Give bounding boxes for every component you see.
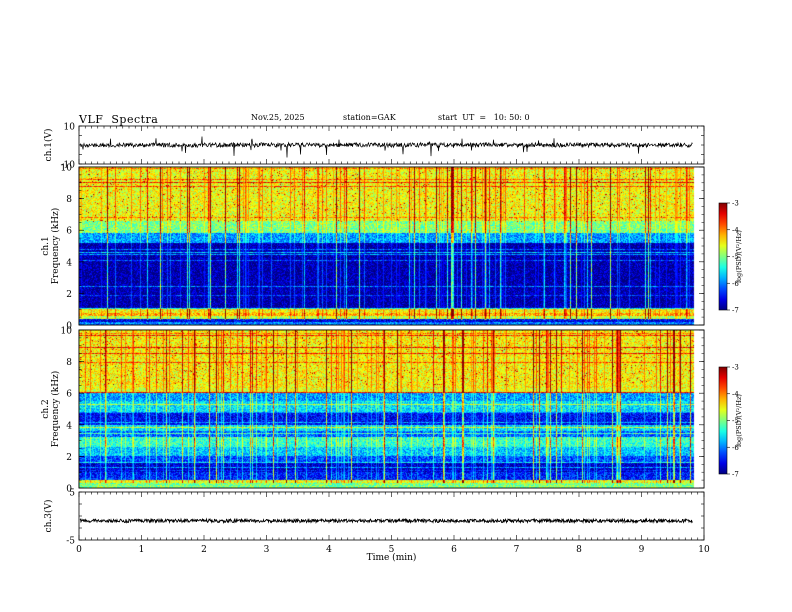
x-tick-label: 3 (264, 545, 270, 555)
x-tick-label: 6 (451, 545, 457, 555)
x-tick-label: 9 (639, 545, 645, 555)
y-tick-label: 8 (66, 195, 72, 205)
y-tick-label: 10 (64, 123, 76, 133)
x-tick-label: 7 (514, 545, 520, 555)
x-tick-label: 4 (326, 545, 332, 555)
colorbar-tick-label: -5 (732, 417, 739, 425)
y-tick-label: 2 (66, 453, 72, 463)
x-tick-label: 5 (389, 545, 395, 555)
ch1-spectrogram-colorbar-label: log(PSD)(V²/Hz) (735, 230, 743, 283)
colorbar-tick-label: -6 (732, 280, 739, 288)
colorbar-tick-label: -3 (732, 364, 739, 372)
colorbar-tick-label: -7 (732, 471, 739, 479)
x-tick-label: 0 (76, 545, 82, 555)
y-tick-label: 0 (66, 485, 72, 495)
y-tick-label: -5 (66, 537, 75, 547)
ch3-waveform-trace (79, 517, 693, 525)
ch1-waveform-trace (79, 136, 693, 158)
y-tick-label: 0 (66, 322, 72, 332)
y-tick-label: 4 (66, 421, 72, 431)
figure-title: VLF Spectra (79, 113, 159, 126)
panel-frame-4 (78, 491, 705, 541)
ch3-waveform-ylabel: ch.3(V) (43, 500, 54, 533)
ch1-spectrogram-ylabel-line-2: Frequency (kHz) (50, 208, 61, 285)
y-tick-label: 2 (66, 290, 72, 300)
y-tick-label: 10 (61, 327, 73, 337)
x-axis-label: Time (min) (367, 552, 417, 563)
ch2-spectrogram-raster (79, 330, 704, 488)
y-tick-label: 4 (66, 258, 72, 268)
colorbar-tick-label: -6 (732, 444, 739, 452)
y-tick-label: 5 (69, 489, 75, 499)
ch1-spectrogram-colorbar (718, 202, 728, 311)
colorbar-tick-label: -4 (732, 226, 739, 234)
colorbar-tick-label: -7 (732, 307, 739, 315)
station-label: station=GAK (343, 113, 396, 122)
x-tick-label: 2 (201, 545, 207, 555)
ch2-spectrogram-colorbar-label: log(PSD)(V²/Hz) (735, 394, 743, 447)
y-tick-label: 10 (61, 164, 73, 174)
x-tick-label: 1 (139, 545, 145, 555)
y-tick-label: 6 (66, 390, 72, 400)
ch1-spectrogram-raster (79, 167, 704, 325)
y-tick-label: 8 (66, 358, 72, 368)
ch1-spectrogram-ylabel-line-1: ch.1 (41, 236, 51, 255)
x-tick-label: 8 (576, 545, 582, 555)
start-time-label: start UT = 10: 50: 0 (438, 113, 530, 122)
ch2-spectrogram-ylabel-line-1: ch.2 (41, 399, 51, 418)
y-tick-label: -10 (61, 161, 76, 171)
y-tick-label: 6 (66, 227, 72, 237)
ch2-spectrogram-ylabel-line-2: Frequency (kHz) (50, 371, 61, 448)
ch1-waveform-ylabel: ch.1(V) (43, 129, 54, 162)
colorbar-tick-label: -5 (732, 253, 739, 261)
ch2-spectrogram-colorbar (718, 366, 728, 475)
x-tick-label: 10 (698, 545, 710, 555)
colorbar-tick-label: -3 (732, 200, 739, 208)
date-label: Nov.25, 2025 (251, 113, 305, 122)
colorbar-tick-label: -4 (732, 390, 739, 398)
